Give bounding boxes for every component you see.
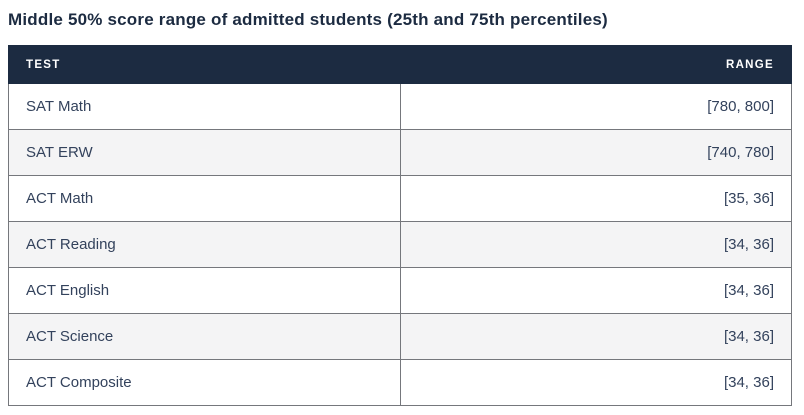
column-header-test: TEST: [8, 45, 401, 84]
range-cell: [35, 36]: [399, 175, 792, 222]
score-range-table: TEST RANGE SAT Math [780, 800] SAT ERW [740…: [8, 45, 792, 406]
range-cell: [34, 36]: [399, 359, 792, 406]
test-cell: SAT ERW: [8, 129, 401, 176]
table-row: ACT Math [35, 36]: [8, 175, 792, 222]
table-row: SAT Math [780, 800]: [8, 83, 792, 130]
table-row: ACT Composite [34, 36]: [8, 359, 792, 406]
test-cell: ACT Composite: [8, 359, 401, 406]
test-cell: ACT Science: [8, 313, 401, 360]
range-cell: [740, 780]: [399, 129, 792, 176]
table-row: ACT Reading [34, 36]: [8, 221, 792, 268]
table-row: ACT Science [34, 36]: [8, 313, 792, 360]
table-header-row: TEST RANGE: [8, 45, 792, 84]
table-row: ACT English [34, 36]: [8, 267, 792, 314]
table-row: SAT ERW [740, 780]: [8, 129, 792, 176]
column-header-range: RANGE: [399, 45, 792, 84]
range-cell: [34, 36]: [399, 313, 792, 360]
page: Middle 50% score range of admitted stude…: [8, 10, 792, 406]
test-cell: ACT English: [8, 267, 401, 314]
test-cell: ACT Reading: [8, 221, 401, 268]
page-title: Middle 50% score range of admitted stude…: [8, 10, 608, 29]
test-cell: ACT Math: [8, 175, 401, 222]
range-cell: [780, 800]: [399, 83, 792, 130]
test-cell: SAT Math: [8, 83, 401, 130]
table-head: TEST RANGE: [8, 45, 792, 84]
range-cell: [34, 36]: [399, 267, 792, 314]
table-body: SAT Math [780, 800] SAT ERW [740, 780] ACT M…: [8, 83, 792, 406]
range-cell: [34, 36]: [399, 221, 792, 268]
